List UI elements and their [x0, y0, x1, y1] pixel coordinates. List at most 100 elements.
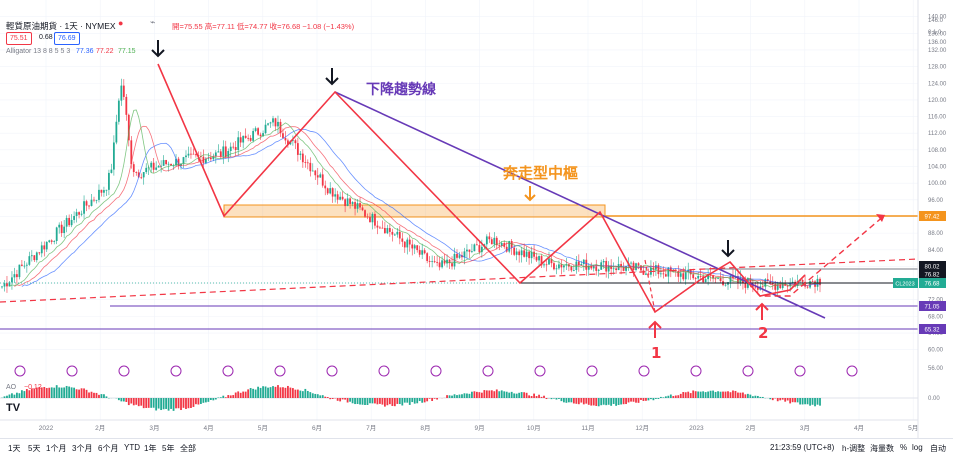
buy-price-box[interactable]: 76.69: [54, 32, 80, 45]
tf-5d[interactable]: 5天: [28, 443, 40, 454]
ao-bar-230: [573, 398, 575, 403]
candle-43: [108, 173, 110, 190]
tf-ytd[interactable]: YTD: [124, 443, 140, 452]
event-marker-14[interactable]: [743, 366, 753, 376]
ao-bar-317: [789, 398, 791, 403]
y-tick-9: 96.00: [928, 198, 944, 204]
ao-bar-79: [198, 398, 200, 405]
ao-bar-316: [787, 398, 789, 400]
ao-bar-231: [575, 398, 577, 404]
tf-5y[interactable]: 5年: [162, 443, 174, 454]
log-toggle[interactable]: log: [912, 443, 923, 452]
event-marker-0[interactable]: [15, 366, 25, 376]
x-tick-0: 2022: [39, 425, 54, 432]
candle-7: [19, 265, 21, 277]
event-marker-1[interactable]: [67, 366, 77, 376]
ao-bar-29: [73, 388, 75, 398]
event-marker-16[interactable]: [847, 366, 857, 376]
ao-bar-20: [51, 387, 53, 398]
event-marker-6[interactable]: [327, 366, 337, 376]
ao-bar-265: [660, 397, 662, 398]
event-marker-13[interactable]: [691, 366, 701, 376]
candle-2: [6, 283, 8, 286]
sell-price-box[interactable]: 75.51: [6, 32, 32, 45]
candle-141: [352, 202, 354, 204]
ao-bar-194: [483, 390, 485, 398]
ao-bar-210: [523, 392, 525, 398]
event-marker-3[interactable]: [171, 366, 181, 376]
tf-all[interactable]: 全部: [180, 443, 196, 454]
candle-226: [563, 266, 565, 268]
event-marker-5[interactable]: [275, 366, 285, 376]
ao-bar-81: [202, 398, 204, 403]
ao-bar-88: [220, 397, 222, 398]
ao-bar-66: [165, 398, 167, 409]
candle-10: [26, 265, 28, 266]
symbol-title[interactable]: 輕質原油期貨 · 1天 · NYMEX: [6, 20, 116, 32]
alligator-label[interactable]: Alligator 13 8 8 5 5 3: [6, 48, 70, 55]
adjust-toggle[interactable]: h-调整: [842, 443, 865, 454]
ao-bar-250: [623, 398, 625, 404]
candle-150: [374, 214, 376, 226]
candle-279: [695, 278, 697, 279]
ao-bar-292: [727, 391, 729, 398]
ao-bar-189: [471, 392, 473, 398]
price-tag-text-4: 76.68: [924, 282, 940, 288]
price-tag-text-0: 97.42: [924, 215, 940, 221]
tf-3m[interactable]: 3个月: [72, 443, 92, 454]
event-marker-9[interactable]: [483, 366, 493, 376]
session-toggle[interactable]: 海量数: [870, 443, 894, 454]
annotation-1: 1: [651, 344, 661, 362]
ao-bar-241: [600, 398, 602, 405]
candle-187: [466, 250, 468, 252]
event-marker-2[interactable]: [119, 366, 129, 376]
tf-1m[interactable]: 1个月: [46, 443, 66, 454]
ao-bar-90: [225, 397, 227, 398]
ao-bar-139: [347, 398, 349, 403]
candle-218: [543, 264, 545, 265]
event-marker-12[interactable]: [639, 366, 649, 376]
tf-6m[interactable]: 6个月: [98, 443, 118, 454]
tf-1y[interactable]: 1年: [144, 443, 156, 454]
ao-bar-8: [21, 390, 23, 398]
spread-value: 0.68: [39, 34, 53, 41]
candle-265: [660, 273, 662, 274]
annotation-trendline: 下降趨勢線: [366, 81, 436, 98]
candle-103: [257, 128, 259, 134]
candle-77: [193, 154, 195, 155]
event-marker-7[interactable]: [379, 366, 389, 376]
auto-toggle[interactable]: 自动: [930, 443, 946, 454]
percent-toggle[interactable]: %: [900, 443, 907, 452]
ao-bar-140: [349, 398, 351, 402]
x-tick-5: 6月: [312, 424, 322, 432]
x-tick-2: 3月: [149, 424, 159, 432]
ao-bar-113: [282, 387, 284, 398]
candle-50: [125, 97, 127, 115]
event-marker-10[interactable]: [535, 366, 545, 376]
status-dot: ●: [118, 18, 123, 28]
down-arrow-1: [152, 40, 164, 56]
tf-1d[interactable]: 1天: [8, 443, 20, 454]
bell-icon[interactable]: ⌁: [150, 17, 155, 28]
ao-bar-119: [297, 390, 299, 398]
ao-bar-35: [88, 392, 90, 398]
candle-253: [630, 263, 632, 264]
event-marker-11[interactable]: [587, 366, 597, 376]
candle-147: [367, 216, 369, 217]
candle-123: [307, 162, 309, 163]
price-tag-text-5: 71.05: [924, 305, 940, 311]
candle-316: [787, 286, 789, 287]
ao-bar-229: [570, 398, 572, 402]
candle-183: [456, 254, 458, 258]
consolidation-zone: [224, 205, 605, 217]
ao-label[interactable]: AO: [6, 384, 16, 391]
event-marker-4[interactable]: [223, 366, 233, 376]
event-marker-15[interactable]: [795, 366, 805, 376]
ao-bar-127: [317, 394, 319, 398]
candle-258: [643, 270, 645, 274]
event-marker-8[interactable]: [431, 366, 441, 376]
ao-bar-4: [11, 393, 13, 398]
candle-132: [329, 188, 331, 193]
